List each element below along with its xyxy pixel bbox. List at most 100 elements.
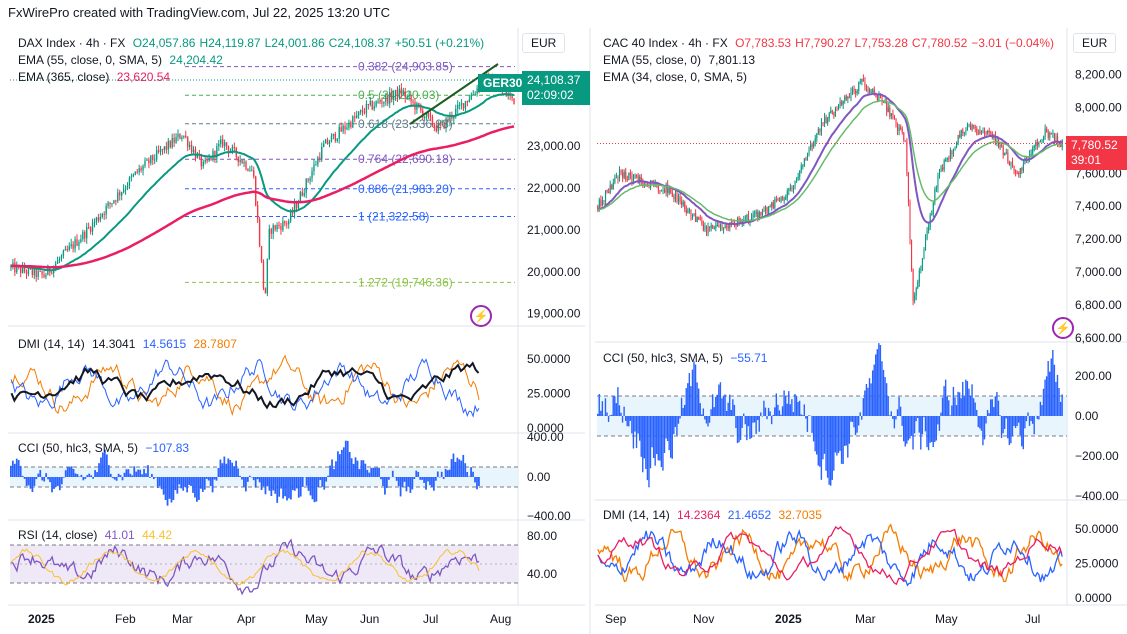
right-cci-bar <box>1038 416 1040 420</box>
right-cci-bar <box>887 396 889 416</box>
right-candle <box>735 225 737 227</box>
left-candle <box>159 149 162 153</box>
left-cci-bar <box>329 465 331 477</box>
left-candle <box>420 106 422 111</box>
left-candle <box>66 249 68 251</box>
left-candle <box>324 139 327 144</box>
left-candle <box>258 219 261 247</box>
right-cci-bar <box>845 416 847 446</box>
left-candle <box>445 118 447 129</box>
left-cci-bar <box>102 452 104 477</box>
right-cci-bar <box>1011 416 1014 437</box>
right-candle <box>844 96 846 101</box>
left-candle <box>509 94 511 96</box>
right-candle <box>898 127 900 131</box>
right-cci-bar <box>713 407 715 416</box>
right-candle <box>873 89 875 94</box>
left-candle <box>80 239 82 243</box>
right-candle <box>724 225 726 228</box>
left-cci-bar <box>84 477 87 479</box>
right-candle <box>1057 136 1059 143</box>
right-candle <box>825 117 827 124</box>
right-cci-bar <box>691 369 694 416</box>
right-candle <box>1013 166 1015 172</box>
right-cci-bar <box>701 414 703 416</box>
left-title-row: DAX Index · 4h · FX O24,057.86 H24,119.87… <box>18 35 492 52</box>
right-currency-button[interactable]: EUR <box>1073 33 1117 53</box>
right-cci-bar <box>1022 416 1025 450</box>
left-candle <box>150 155 152 164</box>
right-candle <box>976 128 978 134</box>
right-cci-bar <box>600 410 602 416</box>
left-ema1-label: EMA (55, close, 0, SMA, 5) <box>18 53 163 67</box>
left-candle <box>468 99 471 102</box>
right-cci-bar <box>916 416 919 418</box>
right-time-tick: Mar <box>855 612 876 626</box>
left-cci-bar <box>51 477 53 493</box>
left-candle <box>154 159 156 161</box>
left-candle <box>321 146 323 160</box>
right-cci-bar <box>718 384 720 416</box>
left-candle <box>239 159 241 162</box>
right-cci-bar <box>940 412 942 416</box>
right-cci-bar <box>763 400 765 416</box>
right-cci-bar <box>857 416 860 426</box>
left-candle <box>161 149 164 151</box>
left-candle <box>293 203 296 214</box>
left-candle <box>241 159 243 164</box>
right-cci-bar <box>716 394 719 416</box>
right-cci-bar <box>833 416 835 471</box>
left-candle <box>196 154 199 159</box>
left-rsi-ma-line <box>10 548 480 586</box>
right-candle <box>642 181 644 184</box>
left-candle <box>458 104 461 106</box>
right-candle <box>718 225 720 227</box>
left-candle <box>464 101 467 109</box>
right-cci-bar <box>969 395 972 416</box>
right-cci-bar <box>938 416 941 431</box>
left-currency-button[interactable]: EUR <box>522 33 566 53</box>
right-time-tick: Nov <box>693 612 714 626</box>
right-candle <box>904 140 906 142</box>
right-candle <box>858 82 860 92</box>
right-candle <box>671 192 673 197</box>
right-candle <box>678 196 680 202</box>
right-cci-bar <box>954 397 956 416</box>
left-cci-bar <box>413 477 416 479</box>
left-candle <box>148 159 150 164</box>
right-cci-bar <box>918 416 920 433</box>
right-cci-bar <box>899 406 902 416</box>
right-cci-legend: CCI (50, hlc3, SMA, 5) −55.71 <box>603 351 771 365</box>
right-cci-bar <box>626 416 628 427</box>
left-cci-bar <box>11 460 14 477</box>
left-candle <box>390 91 393 100</box>
right-ohlc: O7,783.53 H7,790.27 L7,753.28 C7,780.52 −3.0… <box>735 36 1058 50</box>
right-cci-bar <box>621 416 624 423</box>
right-price-tick: 7,400.00 <box>1075 199 1122 213</box>
left-candle <box>223 142 226 147</box>
right-cci-bar <box>830 416 832 486</box>
left-candle <box>97 217 100 221</box>
right-time-tick: Sep <box>605 612 627 626</box>
right-candle <box>834 108 836 116</box>
left-cci-bar <box>235 460 237 477</box>
right-candle <box>628 173 630 181</box>
left-cci-bar <box>382 477 384 487</box>
right-candle <box>688 209 690 211</box>
left-cci-bar <box>470 467 472 477</box>
right-candle <box>816 133 818 139</box>
right-candle <box>974 126 976 129</box>
right-cci-bar <box>906 416 908 444</box>
left-cci-bar <box>98 463 100 477</box>
right-cci-bar <box>654 416 656 466</box>
right-candle <box>915 287 917 296</box>
left-cci-bar <box>104 449 106 477</box>
right-cci-bar <box>761 416 764 417</box>
left-candle <box>297 202 300 209</box>
right-candle <box>934 189 936 203</box>
right-candle <box>792 185 795 190</box>
left-cci-bar <box>49 477 51 483</box>
right-candle <box>957 134 959 143</box>
left-candle <box>394 89 397 96</box>
